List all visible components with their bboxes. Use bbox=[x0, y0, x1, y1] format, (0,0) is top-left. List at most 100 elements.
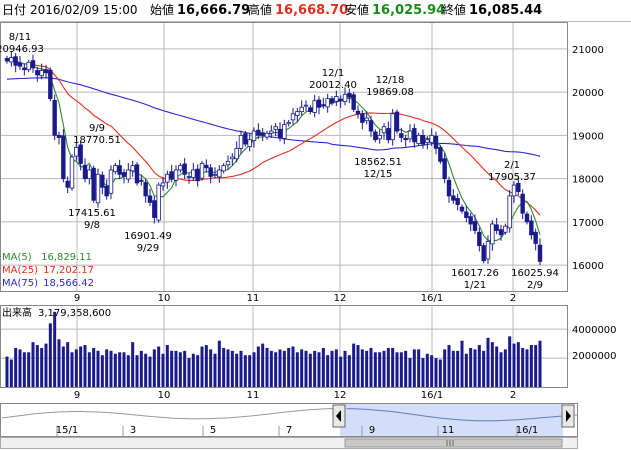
candle-body bbox=[416, 134, 421, 145]
volume-bar bbox=[14, 347, 18, 387]
volume-bar bbox=[183, 350, 187, 387]
volume-bar bbox=[239, 350, 243, 387]
volume-bar bbox=[48, 323, 52, 387]
candle-body bbox=[78, 144, 83, 164]
candle-body bbox=[43, 69, 49, 74]
candle-body bbox=[269, 130, 274, 134]
volume-bar bbox=[105, 349, 109, 387]
candle-body bbox=[360, 113, 365, 123]
volume-bar bbox=[434, 358, 438, 387]
open-value: 16,666.79 bbox=[177, 3, 251, 18]
volume-bar bbox=[486, 337, 490, 387]
price-panel bbox=[0, 22, 568, 292]
ma75-line bbox=[6, 77, 541, 157]
candle-body bbox=[26, 61, 31, 71]
volume-bar bbox=[408, 358, 412, 387]
candle-body bbox=[325, 98, 330, 108]
volume-bar bbox=[148, 356, 152, 387]
navigator-tick-label: 11 bbox=[442, 425, 455, 436]
volume-bar bbox=[386, 347, 390, 387]
candle-body bbox=[147, 195, 153, 203]
volume-bar bbox=[170, 350, 174, 387]
candle-body bbox=[199, 163, 205, 179]
volume-bar bbox=[369, 347, 373, 387]
volume-bar bbox=[131, 342, 135, 387]
volume-bar bbox=[248, 355, 252, 387]
navigator-panel[interactable] bbox=[0, 403, 578, 437]
candle-body bbox=[251, 130, 257, 141]
x-tick-label: 12 bbox=[334, 390, 347, 401]
price-annotation: 9/9 bbox=[89, 123, 105, 134]
ma25-legend-value: 17,202.17 bbox=[43, 265, 94, 276]
candle-body bbox=[87, 169, 92, 180]
volume-bar bbox=[399, 352, 403, 387]
navigator-selection[interactable] bbox=[340, 404, 563, 436]
volume-bar bbox=[317, 352, 321, 387]
candle-body bbox=[438, 147, 443, 162]
volume-bar bbox=[304, 350, 308, 387]
candle-body bbox=[113, 165, 118, 173]
candle-body bbox=[104, 185, 109, 197]
volume-bar bbox=[313, 350, 317, 387]
candle-body bbox=[329, 98, 335, 104]
x-tick-label: 9 bbox=[74, 390, 80, 401]
price-annotation: 20946.93 bbox=[0, 44, 44, 55]
candle-body bbox=[65, 180, 70, 188]
candle-body bbox=[178, 165, 183, 171]
candle-body bbox=[355, 110, 361, 115]
candle-body bbox=[30, 60, 36, 69]
navigator-tick-label: 15/1 bbox=[56, 425, 78, 436]
candle-body bbox=[533, 231, 538, 244]
volume-bar bbox=[343, 350, 347, 387]
price-tick-label: 19000 bbox=[572, 131, 604, 142]
volume-bar bbox=[330, 350, 334, 387]
navigator-scrollbar[interactable] bbox=[0, 437, 578, 449]
volume-bar bbox=[326, 355, 330, 387]
volume-bar bbox=[74, 349, 78, 387]
volume-bar bbox=[44, 343, 48, 387]
candle-body bbox=[420, 134, 426, 145]
candle-body bbox=[481, 245, 486, 262]
candle-body bbox=[425, 139, 430, 143]
volume-bar bbox=[291, 346, 295, 387]
price-tick-label: 16000 bbox=[572, 261, 604, 272]
candle-body bbox=[217, 169, 222, 178]
candle-body bbox=[351, 94, 356, 110]
volume-bar bbox=[27, 352, 31, 387]
volume-bar bbox=[57, 339, 61, 387]
price-annotation: 9/8 bbox=[84, 220, 100, 231]
candle-body bbox=[173, 169, 179, 181]
volume-bar bbox=[269, 350, 273, 387]
candle-body bbox=[368, 120, 374, 132]
candle-body bbox=[169, 171, 174, 180]
volume-bar bbox=[495, 346, 499, 387]
candle-body bbox=[160, 182, 166, 187]
volume-bar bbox=[352, 343, 356, 387]
volume-bar bbox=[447, 345, 451, 387]
candle-body bbox=[507, 195, 512, 229]
volume-bar bbox=[421, 358, 425, 387]
candle-body bbox=[403, 138, 408, 141]
volume-bar bbox=[287, 347, 291, 387]
volume-bar bbox=[53, 311, 57, 387]
volume-bar bbox=[438, 359, 442, 387]
candle-body bbox=[247, 139, 252, 148]
candle-body bbox=[108, 169, 114, 194]
price-annotation: 2/1 bbox=[504, 160, 520, 171]
volume-bar bbox=[430, 355, 434, 387]
candle-body bbox=[230, 156, 235, 160]
candle-body bbox=[39, 70, 44, 77]
x-tick-label: 2 bbox=[510, 293, 516, 304]
candle-body bbox=[204, 164, 209, 169]
x-tick-label: 16/1 bbox=[421, 390, 443, 401]
volume-bar bbox=[122, 352, 126, 387]
candle-body bbox=[117, 165, 122, 175]
candle-body bbox=[186, 176, 192, 178]
price-annotation: 2/9 bbox=[527, 280, 543, 291]
price-annotation: 12/18 bbox=[376, 75, 405, 86]
candle-body bbox=[321, 104, 326, 107]
volume-bar bbox=[538, 340, 542, 387]
volume-bar bbox=[222, 347, 226, 387]
candle-body bbox=[529, 220, 534, 236]
